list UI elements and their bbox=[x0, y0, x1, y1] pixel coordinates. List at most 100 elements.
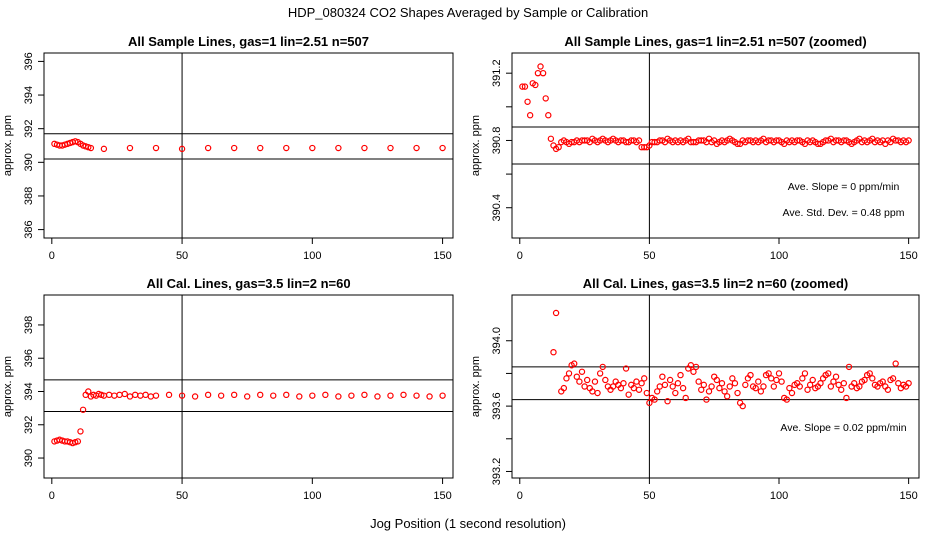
panel-4-data-point bbox=[742, 381, 749, 389]
panel-2-frame bbox=[511, 52, 920, 239]
panel-2-annotation: Ave. Std. Dev. = 0.48 ppm bbox=[783, 207, 905, 219]
panel-3-data-point bbox=[387, 392, 394, 399]
panel-4-y-axis-label: approx. ppm bbox=[470, 356, 482, 417]
panel-4-data-point bbox=[796, 383, 803, 390]
panel-4-data-point bbox=[550, 348, 557, 356]
panel-3-data-point bbox=[283, 391, 290, 399]
panel-4-data-point bbox=[679, 384, 687, 392]
panel-2-data-point bbox=[524, 98, 531, 105]
panel-4-data-point bbox=[786, 384, 793, 392]
panel-1-data-point bbox=[309, 144, 316, 152]
panel-2-ytick-label: 391.2 bbox=[491, 59, 503, 87]
panel-3-data-point bbox=[105, 391, 113, 399]
panel-4-data-point bbox=[573, 373, 581, 380]
panel-4-data-point bbox=[622, 365, 630, 372]
panel-4-data-point bbox=[905, 380, 912, 387]
panel-2-data-point bbox=[519, 83, 526, 90]
panel-3-y-axis-label: approx. ppm bbox=[2, 356, 14, 417]
panel-4-data-point bbox=[651, 396, 658, 403]
panel-1-data-point bbox=[413, 144, 420, 152]
panel-4-title: All Cal. Lines, gas=3.5 lin=2 n=60 (zoom… bbox=[583, 276, 849, 291]
panel-1-xtick-label: 50 bbox=[176, 250, 188, 262]
panel-4-data-point bbox=[840, 380, 848, 387]
panel-2-data-point bbox=[734, 140, 741, 148]
panel-4-xtick-label: 0 bbox=[517, 490, 523, 502]
panel-4-data-point bbox=[698, 386, 705, 393]
panel-2-ytick-label: 390.8 bbox=[491, 127, 503, 155]
panel-4-data-point bbox=[734, 389, 741, 397]
panel-2-data-point bbox=[635, 137, 643, 144]
panel-4-data-point bbox=[552, 309, 560, 317]
panel-4-ytick-label: 394.0 bbox=[491, 327, 503, 355]
panel-3-data-point bbox=[77, 428, 84, 435]
panel-4-data-point bbox=[581, 383, 588, 390]
panel-4-data-point bbox=[879, 378, 886, 385]
panel-4-data-point bbox=[778, 378, 785, 385]
figure-x-title: Jog Position (1 second resolution) bbox=[370, 516, 566, 531]
panel-4-data-point bbox=[635, 386, 643, 393]
panel-3-data-point bbox=[126, 393, 134, 400]
panel-4-data-point bbox=[825, 370, 832, 377]
panel-4-xtick-label: 100 bbox=[770, 490, 788, 502]
panel-4-data-point bbox=[583, 376, 591, 384]
panel-1-ytick-label: 394 bbox=[23, 86, 35, 104]
panel-4-data-point bbox=[866, 370, 873, 377]
panel-3-data-point bbox=[270, 392, 277, 399]
panel-4-data-point bbox=[700, 381, 708, 389]
panel-4-data-point bbox=[752, 384, 759, 392]
panel-4-xtick-label: 50 bbox=[643, 490, 655, 502]
panel-3-xtick-label: 100 bbox=[303, 490, 321, 502]
panel-3-data-point bbox=[165, 391, 173, 399]
panel-4-data-point bbox=[643, 389, 651, 397]
panel-3-frame bbox=[43, 294, 454, 479]
panel-4-data-point bbox=[599, 363, 606, 371]
panel-3-data-point bbox=[178, 392, 186, 399]
panel-3-data-point bbox=[296, 393, 303, 400]
panel-4-data-point bbox=[718, 380, 726, 387]
panel-3-data-point bbox=[121, 390, 128, 398]
panel-3-data-point bbox=[374, 393, 381, 400]
panel-3-data-point bbox=[217, 392, 225, 399]
panel-1-data-point bbox=[152, 144, 160, 152]
panel-3-xtick-label: 50 bbox=[176, 490, 188, 502]
panel-3-data-point bbox=[85, 388, 92, 395]
panel-2-data-point bbox=[521, 83, 529, 90]
panel-4-data-point bbox=[843, 394, 850, 402]
panel-1-data-point bbox=[283, 144, 290, 152]
panel-1-data-point bbox=[100, 145, 108, 153]
panel-4-data-point bbox=[560, 384, 568, 392]
panel-1-data-point bbox=[387, 144, 394, 152]
panel-1-data-point bbox=[178, 145, 186, 153]
panel-3-data-point bbox=[309, 392, 316, 399]
panel-3-ytick-label: 398 bbox=[23, 316, 35, 334]
panel-1-ytick-label: 388 bbox=[23, 187, 35, 205]
panel-3-data-point bbox=[74, 438, 82, 445]
panel-3-data-point bbox=[137, 392, 144, 399]
panel-4-data-point bbox=[723, 393, 731, 400]
panel-3-data-point bbox=[131, 391, 139, 399]
panel-4-data-point bbox=[653, 388, 661, 395]
panel-3-data-point bbox=[230, 391, 238, 399]
panel-2-data-point bbox=[526, 112, 534, 119]
panel-4-data-point bbox=[656, 383, 663, 390]
panel-2-data-point bbox=[532, 81, 539, 89]
panel-4-xtick-label: 150 bbox=[899, 490, 917, 502]
panel-1-ytick-label: 396 bbox=[23, 52, 35, 70]
panel-3-data-point bbox=[257, 391, 264, 399]
panel-4-data-point bbox=[884, 386, 892, 393]
panel-1-y-axis-label: approx. ppm bbox=[2, 115, 14, 176]
panel-1-data-point bbox=[439, 144, 446, 152]
panel-4-frame bbox=[511, 294, 920, 479]
panel-1-data-point bbox=[335, 144, 342, 152]
panel-4-data-point bbox=[661, 381, 669, 389]
panel-3-ytick-label: 392 bbox=[23, 416, 35, 434]
panel-4-data-point bbox=[669, 383, 676, 390]
panel-4-data-point bbox=[731, 380, 739, 387]
panel-2-data-point bbox=[542, 95, 549, 102]
panel-4-data-point bbox=[775, 370, 783, 377]
panel-4-data-point bbox=[799, 375, 806, 382]
panel-4-data-point bbox=[832, 373, 840, 380]
panel-3-ytick-label: 394 bbox=[23, 382, 35, 400]
